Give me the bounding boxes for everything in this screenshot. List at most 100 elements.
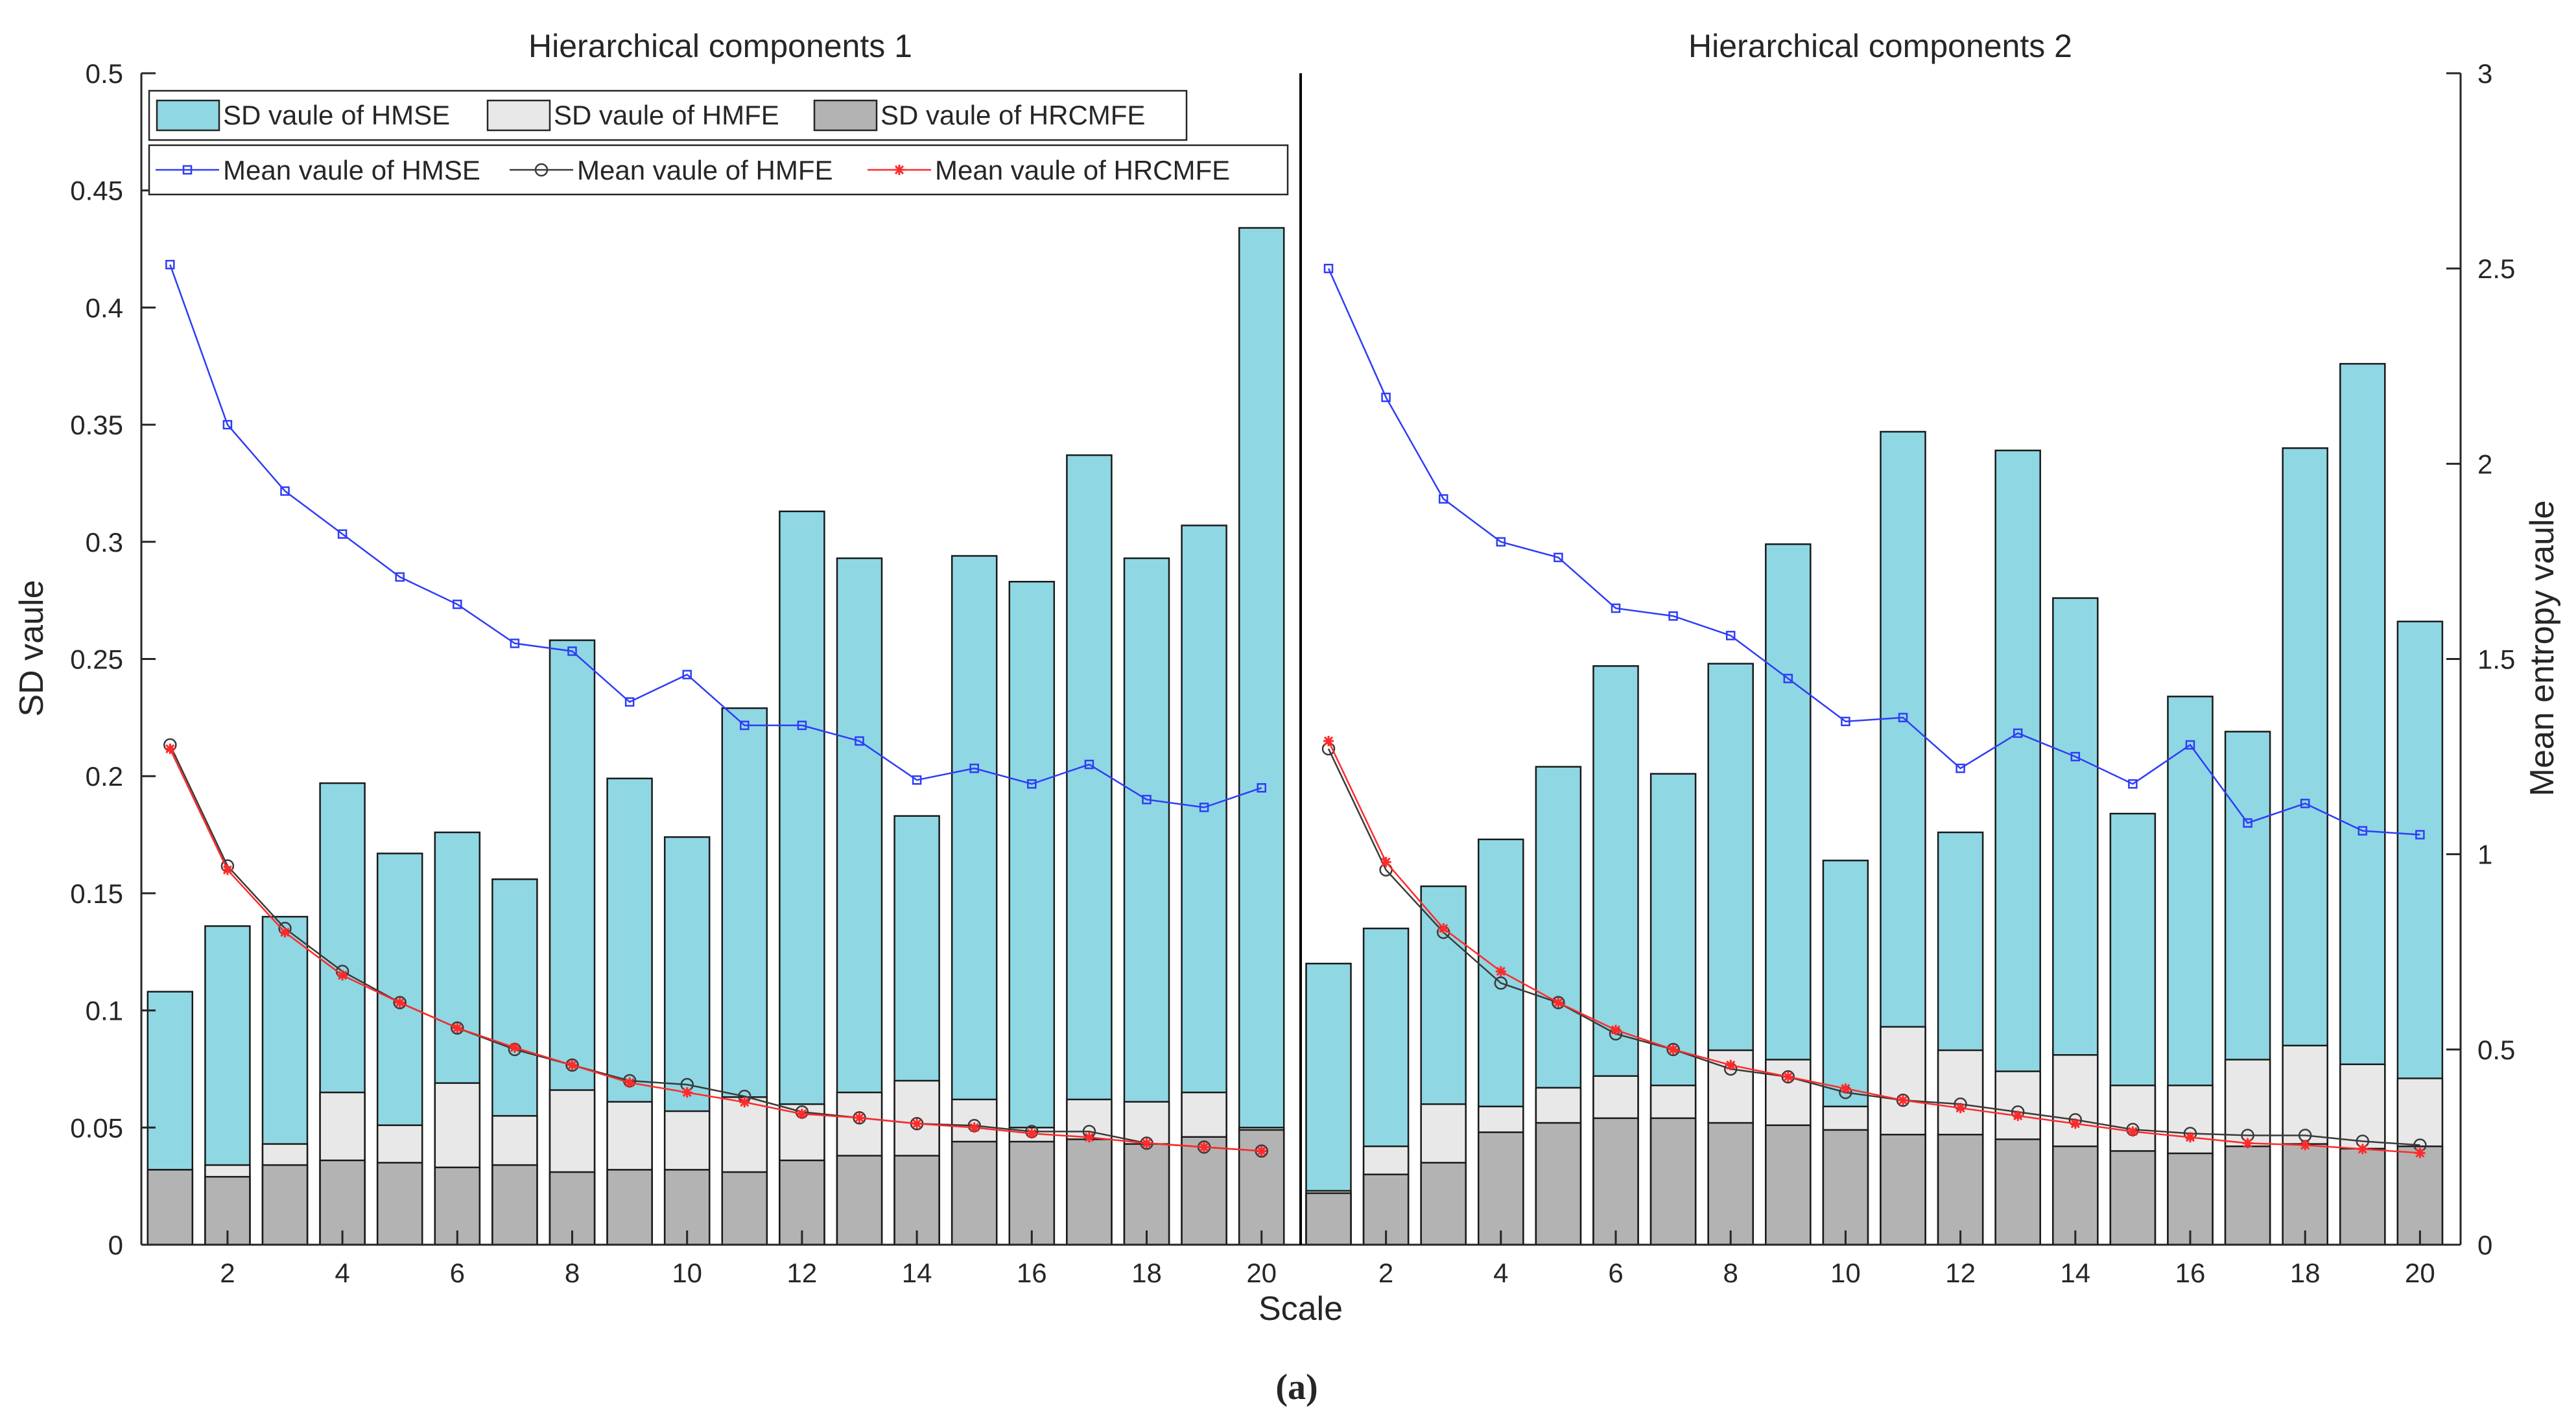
marker-p1-mean_hrcmfe-scale-19 <box>1199 1142 1210 1153</box>
bar-p1-hrcmfe-scale-15 <box>951 1140 998 1246</box>
bar-p2-hrcmfe-scale-1 <box>1305 1192 1352 1246</box>
legend-marker-square <box>182 165 193 175</box>
marker-p2-mean_hmse-scale-15 <box>2128 779 2138 789</box>
marker-p1-mean_hmse-scale-7 <box>510 639 520 648</box>
x-tick-label: 6 <box>1608 1258 1623 1288</box>
bar-p1-hrcmfe-scale-13 <box>836 1155 883 1246</box>
marker-p1-mean_hrcmfe-scale-5 <box>394 997 405 1008</box>
legend-label-line-3: Mean vaule of HRCMFE <box>935 155 1230 185</box>
marker-p1-mean_hrcmfe-scale-20 <box>1256 1146 1267 1157</box>
bar-p1-hrcmfe-scale-9 <box>606 1169 653 1246</box>
marker-p1-mean_hrcmfe-scale-17 <box>1083 1132 1094 1143</box>
line-p1-mean_hmfe <box>169 744 1262 1152</box>
marker-p2-mean_hrcmfe-scale-14 <box>2070 1118 2081 1129</box>
figure-caption: (a) <box>1275 1367 1318 1407</box>
marker-p1-mean_hmse-scale-15 <box>969 763 979 773</box>
marker-p2-mean_hrcmfe-scale-10 <box>1840 1083 1851 1094</box>
marker-p2-mean_hmse-scale-9 <box>1783 674 1793 683</box>
marker-p1-mean_hmse-scale-17 <box>1084 759 1094 770</box>
marker-p2-mean_hrcmfe-scale-9 <box>1782 1072 1793 1082</box>
legend-label-bar-3: SD vaule of HRCMFE <box>880 100 1145 130</box>
marker-p2-mean_hmse-scale-4 <box>1496 537 1506 547</box>
legend-swatch-bar-2 <box>486 99 551 132</box>
marker-p1-mean_hrcmfe-scale-9 <box>624 1077 635 1088</box>
marker-p1-mean_hrcmfe-scale-13 <box>854 1112 865 1123</box>
marker-p2-mean_hmfe-scale-4 <box>1494 976 1508 990</box>
y-left-tick-label: 0.5 <box>86 58 123 89</box>
bar-p2-hrcmfe-scale-16 <box>2167 1152 2214 1246</box>
marker-p1-mean_hrcmfe-scale-4 <box>337 970 348 981</box>
y-right-tick-label: 2 <box>2477 449 2492 479</box>
marker-p1-mean_hmse-scale-9 <box>624 697 635 707</box>
x-tick-label: 6 <box>450 1258 465 1288</box>
bar-p2-hrcmfe-scale-9 <box>1765 1124 1812 1246</box>
plot-area: 0 0.05 0.1 0.15 0.2 0.25 0.3 0.35 0.4 0.45 0.5 0 0.5… <box>70 58 2515 1288</box>
bar-p1-hmse-scale-20 <box>1238 227 1285 1246</box>
x-tick-label: 10 <box>672 1258 702 1288</box>
bar-p1-hrcmfe-scale-16 <box>1008 1140 1056 1246</box>
line-p1-mean_hmse <box>169 264 1262 808</box>
marker-p2-mean_hrcmfe-scale-11 <box>1898 1095 1908 1106</box>
line-p2-mean_hmse <box>1327 268 2420 836</box>
x-tick-label: 8 <box>565 1258 580 1288</box>
bar-p2-hrcmfe-scale-15 <box>2109 1150 2157 1246</box>
x-tick-label: 16 <box>1017 1258 1047 1288</box>
y-left-tick-label: 0.3 <box>86 527 123 558</box>
marker-p2-mean_hrcmfe-scale-18 <box>2300 1140 2311 1151</box>
marker-p1-mean_hrcmfe-scale-8 <box>567 1059 578 1070</box>
marker-p2-mean_hrcmfe-scale-16 <box>2185 1132 2195 1143</box>
panel-1-title: Hierarchical components 1 <box>528 28 912 64</box>
marker-p2-mean_hmse-scale-14 <box>2070 751 2081 762</box>
bar-p2-hrcmfe-scale-8 <box>1707 1122 1754 1246</box>
marker-p1-mean_hmfe-scale-8 <box>565 1058 579 1072</box>
y-left-tick-label: 0 <box>108 1230 123 1260</box>
marker-p1-mean_hmfe-scale-6 <box>451 1021 464 1035</box>
y-left-tick-label: 0.1 <box>86 996 123 1026</box>
legend-swatch-bar-3 <box>813 99 878 132</box>
legend-marker-circle <box>534 163 549 177</box>
legend: SD vaule of HMSE SD vaule of HMFE SD vaule… <box>148 89 1289 196</box>
bar-p2-hrcmfe-scale-13 <box>1994 1138 2041 1246</box>
marker-p2-mean_hmfe-scale-5 <box>1552 996 1565 1009</box>
bar-p2-hrcmfe-scale-7 <box>1649 1117 1697 1246</box>
marker-p2-mean_hrcmfe-scale-19 <box>2357 1144 2368 1155</box>
y-right-tick-label: 0 <box>2477 1230 2492 1260</box>
marker-p1-mean_hmse-scale-10 <box>682 670 692 679</box>
x-tick-label: 18 <box>1131 1258 1162 1288</box>
marker-p2-mean_hrcmfe-scale-12 <box>1955 1103 1966 1114</box>
legend-label-line-1: Mean vaule of HMSE <box>223 155 480 185</box>
marker-p2-mean_hmse-scale-13 <box>2013 728 2023 738</box>
x-tick-label: 10 <box>1830 1258 1861 1288</box>
bar-p1-hrcmfe-scale-1 <box>147 1169 194 1246</box>
y-left-tick-label: 0.4 <box>86 292 123 323</box>
line-p2-mean_hrcmfe <box>1327 740 2420 1154</box>
marker-p1-mean_hrcmfe-scale-15 <box>969 1122 980 1133</box>
y-left-tick-label: 0.25 <box>70 644 123 675</box>
marker-p2-mean_hrcmfe-scale-7 <box>1668 1044 1679 1055</box>
marker-p1-mean_hmfe-scale-5 <box>393 996 407 1009</box>
bar-p2-hrcmfe-scale-6 <box>1592 1117 1639 1246</box>
marker-p1-mean_hmse-scale-4 <box>337 529 348 539</box>
marker-p1-mean_hmse-scale-1 <box>165 259 175 270</box>
marker-p2-mean_hrcmfe-scale-8 <box>1725 1059 1736 1070</box>
y-left-tick-label: 0.05 <box>70 1112 123 1143</box>
bar-p1-hrcmfe-scale-5 <box>376 1162 423 1246</box>
marker-p1-mean_hrcmfe-scale-7 <box>509 1042 520 1053</box>
panel-2-title: Hierarchical components 2 <box>1688 28 2072 64</box>
x-tick-label: 18 <box>2290 1258 2321 1288</box>
marker-p1-mean_hmse-scale-6 <box>453 599 462 609</box>
marker-p1-mean_hmse-scale-19 <box>1199 803 1209 812</box>
marker-p1-mean_hmse-scale-16 <box>1027 779 1037 789</box>
marker-p2-mean_hmse-scale-17 <box>2243 818 2252 828</box>
marker-p2-mean_hmse-scale-20 <box>2415 830 2425 840</box>
marker-p2-mean_hmse-scale-3 <box>1438 494 1448 504</box>
marker-p1-mean_hrcmfe-scale-3 <box>279 927 290 938</box>
bar-p2-hrcmfe-scale-4 <box>1478 1131 1524 1246</box>
marker-p2-mean_hmse-scale-19 <box>2357 826 2368 836</box>
y-right-tick-label: 3 <box>2477 58 2492 89</box>
x-tick-label: 12 <box>787 1258 818 1288</box>
legend-swatch-bar-1 <box>156 99 220 132</box>
marker-p1-mean_hmse-scale-12 <box>797 720 807 731</box>
y-right-tick-label: 1.5 <box>2477 644 2515 675</box>
